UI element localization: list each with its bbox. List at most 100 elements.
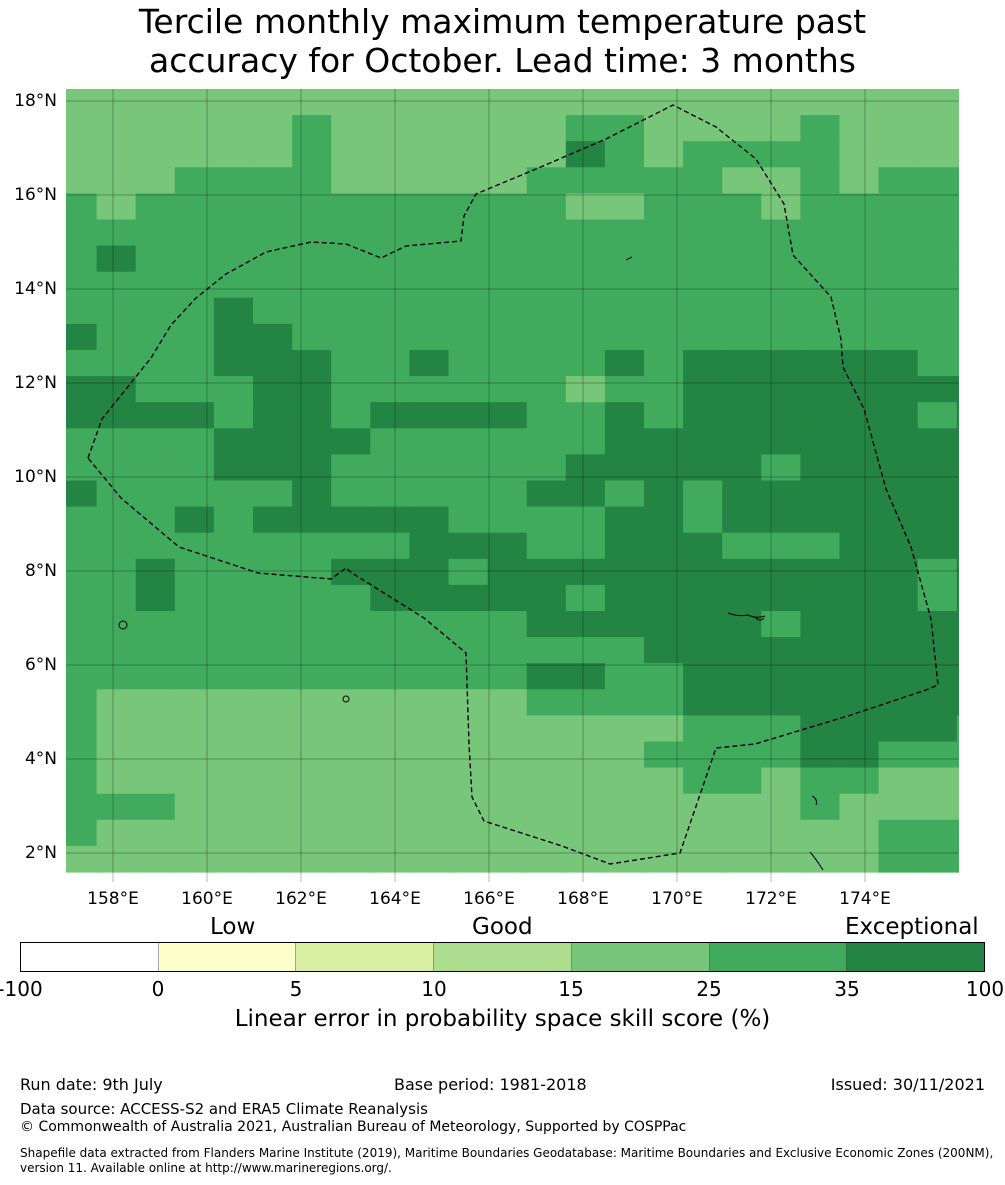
grid-cell [487, 741, 528, 769]
grid-cell [800, 637, 841, 664]
grid-cell [722, 715, 762, 743]
grid-cell [917, 506, 958, 534]
grid-cell [526, 115, 567, 142]
grid-cell [96, 89, 137, 116]
grid-cell [526, 480, 567, 508]
grid-cell [487, 611, 528, 638]
grid-cell [683, 611, 723, 638]
grid-cell [683, 402, 723, 429]
grid-cell [174, 454, 215, 482]
grid-cell [800, 89, 841, 116]
grid-cell [96, 297, 137, 325]
grid-cell [409, 115, 450, 142]
grid-cell [722, 167, 762, 194]
grid-cell [448, 141, 489, 168]
grid-cell [644, 245, 684, 273]
grid-cell [253, 793, 293, 821]
grid-cell [135, 663, 176, 690]
grid-cell [96, 584, 137, 612]
grid-cell [683, 532, 723, 560]
grid-cell [66, 167, 98, 194]
grid-cell [839, 115, 880, 142]
grid-cell [331, 376, 371, 403]
grid-cell [839, 741, 880, 769]
grid-cell [213, 845, 254, 873]
grid-cell [448, 506, 489, 534]
grid-cell [487, 767, 528, 795]
grid-cell [644, 167, 684, 194]
grid-cell [487, 376, 528, 403]
grid-cell [213, 741, 254, 769]
grid-cell [644, 428, 684, 455]
grid-cell [761, 663, 801, 690]
grid-cell [761, 323, 801, 351]
grid-cell [878, 219, 919, 247]
grid-cell [66, 611, 98, 638]
grid-cell [565, 350, 606, 377]
grid-cell [135, 584, 176, 612]
grid-cell [409, 845, 450, 873]
grid-cell [878, 845, 919, 873]
grid-cell [956, 245, 959, 273]
grid-cell [331, 350, 371, 377]
grid-cell [135, 297, 176, 325]
grid-cell [565, 715, 606, 743]
grid-cell [761, 819, 801, 847]
island-outlines [118, 256, 824, 871]
grid-cell [409, 584, 450, 612]
grid-cell [800, 115, 841, 142]
grid-cell [565, 193, 606, 221]
grid-cell [761, 402, 801, 429]
grid-cell [761, 245, 801, 273]
grid-cell [644, 297, 684, 325]
grid-cell [565, 245, 606, 273]
run-date: Run date: 9th July [20, 1075, 163, 1094]
grid-cell [135, 402, 176, 429]
grid-cell [213, 767, 254, 795]
grid-cell [956, 558, 959, 586]
grid-cell [761, 506, 801, 534]
grid-cell [409, 454, 450, 482]
grid-cell [96, 428, 137, 455]
grid-cell [917, 558, 958, 586]
grid-cell [644, 323, 684, 351]
grid-cell [448, 271, 489, 299]
grid-cell [135, 611, 176, 638]
grid-cell [213, 245, 254, 273]
grid-cell [683, 271, 723, 299]
grid-cell [800, 454, 841, 482]
grid-cell [292, 245, 332, 273]
grid-cell [213, 558, 254, 586]
grid-cell [174, 115, 215, 142]
grid-cell [409, 271, 450, 299]
grid-cell [253, 193, 293, 221]
legend-category-good: Good [472, 914, 533, 940]
grid-cell [292, 454, 332, 482]
grid-cell [66, 271, 98, 299]
grid-cell [722, 506, 762, 534]
grid-cell [331, 663, 371, 690]
grid-cell [683, 819, 723, 847]
grid-cell [644, 741, 684, 769]
grid-cell [331, 323, 371, 351]
grid-cell [917, 297, 958, 325]
grid-cell [96, 506, 137, 534]
grid-cell [722, 297, 762, 325]
grid-cell [135, 245, 176, 273]
colorbar-tick-minus100: -100 [0, 977, 43, 1001]
grid-cell [409, 741, 450, 769]
grid-cell [800, 167, 841, 194]
grid-cell [800, 689, 841, 716]
grid-cell [66, 245, 98, 273]
grid-cell [839, 532, 880, 560]
grid-cell [409, 689, 450, 716]
grid-cell [604, 428, 645, 455]
grid-cell [722, 454, 762, 482]
grid-cell [644, 793, 684, 821]
grid-cell [683, 245, 723, 273]
grid-cell [644, 506, 684, 534]
grid-cell [761, 532, 801, 560]
grid-cell [66, 689, 98, 716]
grid-cell [448, 297, 489, 325]
grid-cell [761, 689, 801, 716]
